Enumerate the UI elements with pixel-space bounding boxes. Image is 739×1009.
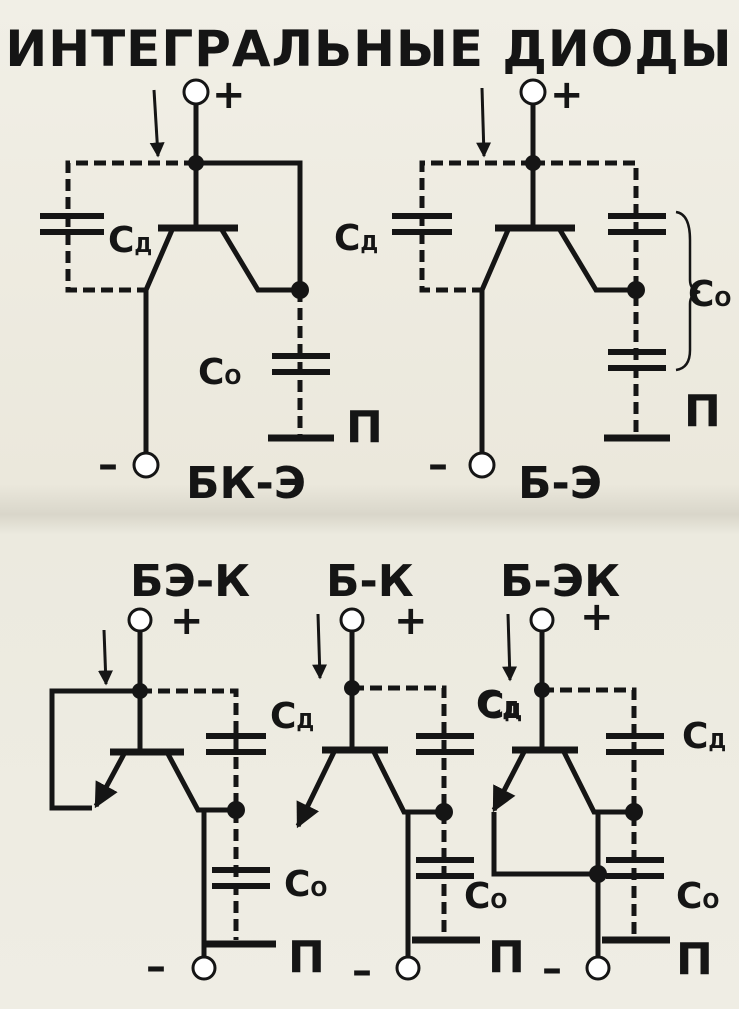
terminal-plus [127,607,153,633]
arrow-icon [149,89,165,158]
terminal-minus [585,955,611,981]
cap-label-zero: CO [464,876,507,917]
collector-lead [165,752,236,813]
terminal-minus [468,451,496,479]
collector-wire [196,160,303,290]
junction-dot [227,801,245,819]
dashed-path [352,685,447,938]
dashed-path [542,687,637,938]
diagram-b-k [295,607,480,981]
cap-label-diffusion: CД [108,220,152,261]
arrow-icon [98,629,113,686]
terminal-plus [182,78,210,106]
emitter-lead [479,229,511,452]
emitter-lead [93,752,127,809]
substrate-label: П [488,932,525,983]
plus-sign: + [212,72,246,118]
parasitic-dashed-path [419,160,533,293]
emitter-shunt-wire [491,812,598,877]
arrow-icon [312,613,328,680]
substrate-label: П [346,402,383,453]
cap-label-zero: CO [284,864,327,905]
arrow-icon [476,87,492,158]
emitter-lead [295,750,337,829]
substrate-label: П [288,932,325,983]
plus-sign: + [550,72,584,118]
terminal-plus [519,78,547,106]
minus-sign: – [98,442,118,488]
diagram-label-b-ek: Б-ЭК [500,556,620,607]
collector-lead [371,750,444,815]
diagram-label-b-k: Б-К [326,556,414,607]
terminal-minus [395,955,421,981]
cap-label-zero: CO [676,876,719,917]
junction-dot [625,803,643,821]
emitter-shunt-wire [49,688,140,811]
minus-sign: – [542,946,562,992]
plus-sign: + [580,594,614,640]
minus-sign: – [146,944,166,990]
emitter-lead [143,229,175,452]
poster-title: ИНТЕГРАЛЬНЫЕ ДИОДЫ [5,20,732,78]
terminal-plus [339,607,365,633]
diagram-label-be-k: БЭ-К [130,556,250,607]
terminal-minus [132,451,160,479]
cap-label-diffusion: CД [476,684,520,725]
diagram-label-b-e: Б-Э [518,458,602,509]
terminal-minus [191,955,217,981]
minus-sign: – [352,948,372,994]
diagram-label-bk-e: БК-Э [186,458,306,509]
brace-icon [675,210,701,372]
cap-label-diffusion: CД [334,218,378,259]
diagram-b-e [392,78,701,479]
substrate-label: П [684,386,721,437]
diagram-bk-e [40,78,334,479]
substrate-label: П [676,934,713,985]
diagram-b-ek [491,607,670,981]
cap-label-zero: CO [688,274,731,315]
cap-label-diffusion: CД [478,686,522,727]
junction-dot [589,865,607,883]
minus-sign: – [428,442,448,488]
collector-lead [219,228,300,293]
emitter-lead [491,750,527,813]
collector-lead [557,228,636,293]
diagram-be-k [49,607,276,981]
plus-sign: + [170,598,204,644]
arrow-icon [502,613,518,682]
dashed-path [140,688,239,940]
cap-label-zero: CO [198,352,241,393]
cap-label-diffusion: CД [682,716,726,757]
collector-lead [561,750,634,815]
terminal-plus [529,607,555,633]
parasitic-dashed-path [65,160,196,293]
junction-dot [627,281,645,299]
cap-label-diffusion: CД [270,696,314,737]
collector-dashed-path [533,160,639,436]
plus-sign: + [394,598,428,644]
